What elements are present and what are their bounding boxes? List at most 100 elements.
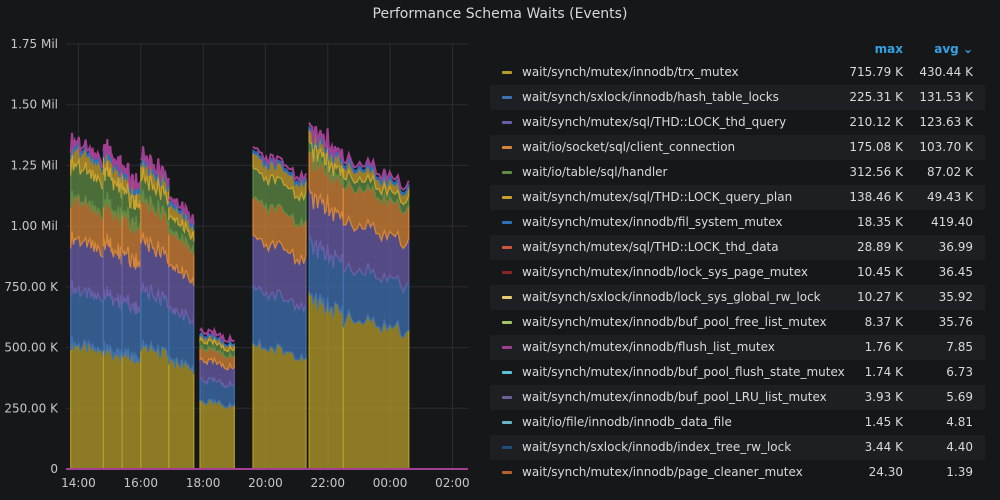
panel-title: Performance Schema Waits (Events) bbox=[372, 6, 628, 22]
legend-max-header[interactable]: max bbox=[874, 42, 903, 56]
legend-series-name[interactable]: wait/synch/mutex/innodb/buf_pool_free_li… bbox=[522, 315, 827, 329]
area-top-outline bbox=[69, 132, 104, 168]
legend-avg-value: 49.43 K bbox=[926, 190, 973, 204]
legend-avg-value: 35.76 bbox=[938, 315, 973, 329]
legend-avg-header[interactable]: avg ⌄ bbox=[934, 42, 973, 56]
area-top-outline bbox=[102, 138, 124, 178]
y-tick-label: 1.50 Mil bbox=[10, 98, 58, 112]
legend-max-value: 175.08 K bbox=[849, 140, 903, 154]
legend-swatch[interactable] bbox=[502, 246, 512, 249]
legend-row[interactable]: wait/synch/mutex/innodb/buf_pool_free_li… bbox=[490, 310, 985, 335]
legend-swatch[interactable] bbox=[502, 421, 512, 424]
legend-max-value: 138.46 K bbox=[849, 190, 903, 204]
legend-series-name[interactable]: wait/synch/sxlock/innodb/hash_table_lock… bbox=[522, 90, 779, 104]
legend-swatch[interactable] bbox=[502, 346, 512, 349]
legend-max-value: 1.74 K bbox=[864, 365, 903, 379]
legend-series-name[interactable]: wait/synch/mutex/sql/THD::LOCK_thd_data bbox=[522, 240, 779, 254]
y-tick-label: 1.75 Mil bbox=[10, 37, 58, 51]
legend-avg-value: 7.85 bbox=[946, 340, 973, 354]
legend-avg-value: 36.99 bbox=[938, 240, 973, 254]
legend-max-value: 3.44 K bbox=[864, 440, 903, 454]
legend-max-value: 8.37 K bbox=[864, 315, 903, 329]
legend-series-name[interactable]: wait/synch/mutex/innodb/lock_sys_page_mu… bbox=[522, 265, 809, 279]
area-series-7 bbox=[252, 149, 307, 189]
legend-avg-value: 123.63 K bbox=[919, 115, 973, 129]
legend-swatch[interactable] bbox=[502, 446, 512, 449]
legend-series-name[interactable]: wait/synch/sxlock/innodb/lock_sys_global… bbox=[522, 290, 821, 304]
legend-series-name[interactable]: wait/synch/mutex/innodb/page_cleaner_mut… bbox=[522, 465, 803, 479]
x-tick-label: 00:00 bbox=[373, 476, 408, 490]
legend-row[interactable]: wait/io/socket/sql/client_connection 175.… bbox=[490, 135, 985, 160]
legend-avg-value: 1.39 bbox=[946, 465, 973, 479]
legend-series-name[interactable]: wait/synch/mutex/innodb/buf_pool_LRU_lis… bbox=[522, 390, 827, 404]
legend-swatch[interactable] bbox=[502, 96, 512, 99]
legend-avg-value: 4.81 bbox=[946, 415, 973, 429]
legend-series-name[interactable]: wait/synch/mutex/innodb/buf_pool_flush_s… bbox=[522, 365, 845, 379]
y-tick-label: 500.00 K bbox=[4, 341, 59, 355]
legend-series-name[interactable]: wait/io/table/sql/handler bbox=[522, 165, 668, 179]
legend-row[interactable]: wait/io/table/sql/handler 312.56 K 87.02 K bbox=[490, 160, 985, 185]
legend-avg-value: 103.70 K bbox=[919, 140, 973, 154]
legend-series-name[interactable]: wait/synch/mutex/sql/THD::LOCK_query_pla… bbox=[522, 190, 793, 204]
legend-series-name[interactable]: wait/synch/mutex/sql/THD::LOCK_thd_query bbox=[522, 115, 787, 129]
legend-row[interactable]: wait/synch/mutex/innodb/buf_pool_flush_s… bbox=[490, 360, 985, 385]
legend-swatch[interactable] bbox=[502, 396, 512, 399]
legend-swatch[interactable] bbox=[502, 121, 512, 124]
legend-series-name[interactable]: wait/synch/sxlock/innodb/index_tree_rw_l… bbox=[522, 440, 792, 454]
legend-swatch[interactable] bbox=[502, 296, 512, 299]
legend-swatch[interactable] bbox=[502, 371, 512, 374]
x-tick-label: 02:00 bbox=[435, 476, 470, 490]
legend-row[interactable]: wait/synch/mutex/innodb/flush_list_mutex… bbox=[490, 335, 985, 360]
legend-swatch[interactable] bbox=[502, 471, 512, 474]
area-top-outline bbox=[199, 326, 235, 343]
legend-swatch[interactable] bbox=[502, 171, 512, 174]
legend-series-name[interactable]: wait/synch/mutex/innodb/fil_system_mutex bbox=[522, 215, 783, 229]
area-series-7 bbox=[342, 155, 410, 197]
legend-row[interactable]: wait/io/file/innodb/innodb_data_file 1.45… bbox=[490, 410, 985, 435]
legend-table: max avg ⌄ wait/synch/mutex/innodb/trx_mu… bbox=[490, 40, 985, 485]
legend-avg-value: 419.40 bbox=[931, 215, 973, 229]
legend-series-name[interactable]: wait/io/file/innodb/innodb_data_file bbox=[522, 415, 732, 429]
legend-row[interactable]: wait/synch/mutex/sql/THD::LOCK_query_pla… bbox=[490, 185, 985, 210]
legend-series-name[interactable]: wait/io/socket/sql/client_connection bbox=[522, 140, 736, 154]
legend-series-name[interactable]: wait/synch/mutex/innodb/trx_mutex bbox=[522, 65, 739, 79]
legend-swatch[interactable] bbox=[502, 321, 512, 324]
stacked-area-chart[interactable]: 0 250.00 K 500.00 K 750.00 K 1.00 Mil 1.25 Mi… bbox=[0, 30, 480, 500]
area-series-1 bbox=[199, 398, 235, 470]
area-top-outline bbox=[121, 162, 142, 191]
legend-swatch[interactable] bbox=[502, 71, 512, 74]
legend-row[interactable]: wait/synch/sxlock/innodb/lock_sys_global… bbox=[490, 285, 985, 310]
sort-desc-icon: ⌄ bbox=[962, 42, 973, 56]
x-tick-label: 16:00 bbox=[123, 476, 158, 490]
legend-avg-value: 87.02 K bbox=[926, 165, 973, 179]
legend-max-value: 10.27 K bbox=[856, 290, 903, 304]
area-series-1 bbox=[308, 290, 344, 470]
area-top-outline bbox=[342, 150, 410, 192]
legend-row[interactable]: wait/synch/sxlock/innodb/hash_table_lock… bbox=[490, 85, 985, 110]
legend-row[interactable]: wait/synch/mutex/innodb/lock_sys_page_mu… bbox=[490, 260, 985, 285]
legend-max-value: 210.12 K bbox=[849, 115, 903, 129]
area-top-outline bbox=[140, 146, 170, 187]
legend-max-value: 1.45 K bbox=[864, 415, 903, 429]
legend-row[interactable]: wait/synch/mutex/sql/THD::LOCK_thd_query… bbox=[490, 110, 985, 135]
area-series-1 bbox=[140, 340, 170, 470]
legend-row[interactable]: wait/synch/mutex/innodb/fil_system_mutex… bbox=[490, 210, 985, 235]
legend-avg-value: 6.73 bbox=[946, 365, 973, 379]
legend-row[interactable]: wait/synch/sxlock/innodb/index_tree_rw_l… bbox=[490, 435, 985, 460]
legend-swatch[interactable] bbox=[502, 146, 512, 149]
legend-max-value: 10.45 K bbox=[856, 265, 903, 279]
legend-row[interactable]: wait/synch/mutex/sql/THD::LOCK_thd_data 2… bbox=[490, 235, 985, 260]
area-series-1 bbox=[70, 336, 104, 470]
legend-max-value: 28.89 K bbox=[856, 240, 903, 254]
area-series-1 bbox=[168, 354, 195, 470]
legend-row[interactable]: wait/synch/mutex/innodb/page_cleaner_mut… bbox=[490, 460, 985, 485]
legend-swatch[interactable] bbox=[502, 196, 512, 199]
legend-swatch[interactable] bbox=[502, 221, 512, 224]
legend-series-name[interactable]: wait/synch/mutex/innodb/flush_list_mutex bbox=[522, 340, 775, 354]
area-top-outline bbox=[167, 196, 195, 226]
legend-avg-value: 5.69 bbox=[946, 390, 973, 404]
y-tick-label: 250.00 K bbox=[4, 401, 59, 415]
legend-row[interactable]: wait/synch/mutex/innodb/buf_pool_LRU_lis… bbox=[490, 385, 985, 410]
legend-swatch[interactable] bbox=[502, 271, 512, 274]
legend-row[interactable]: wait/synch/mutex/innodb/trx_mutex 715.79 … bbox=[490, 60, 985, 85]
